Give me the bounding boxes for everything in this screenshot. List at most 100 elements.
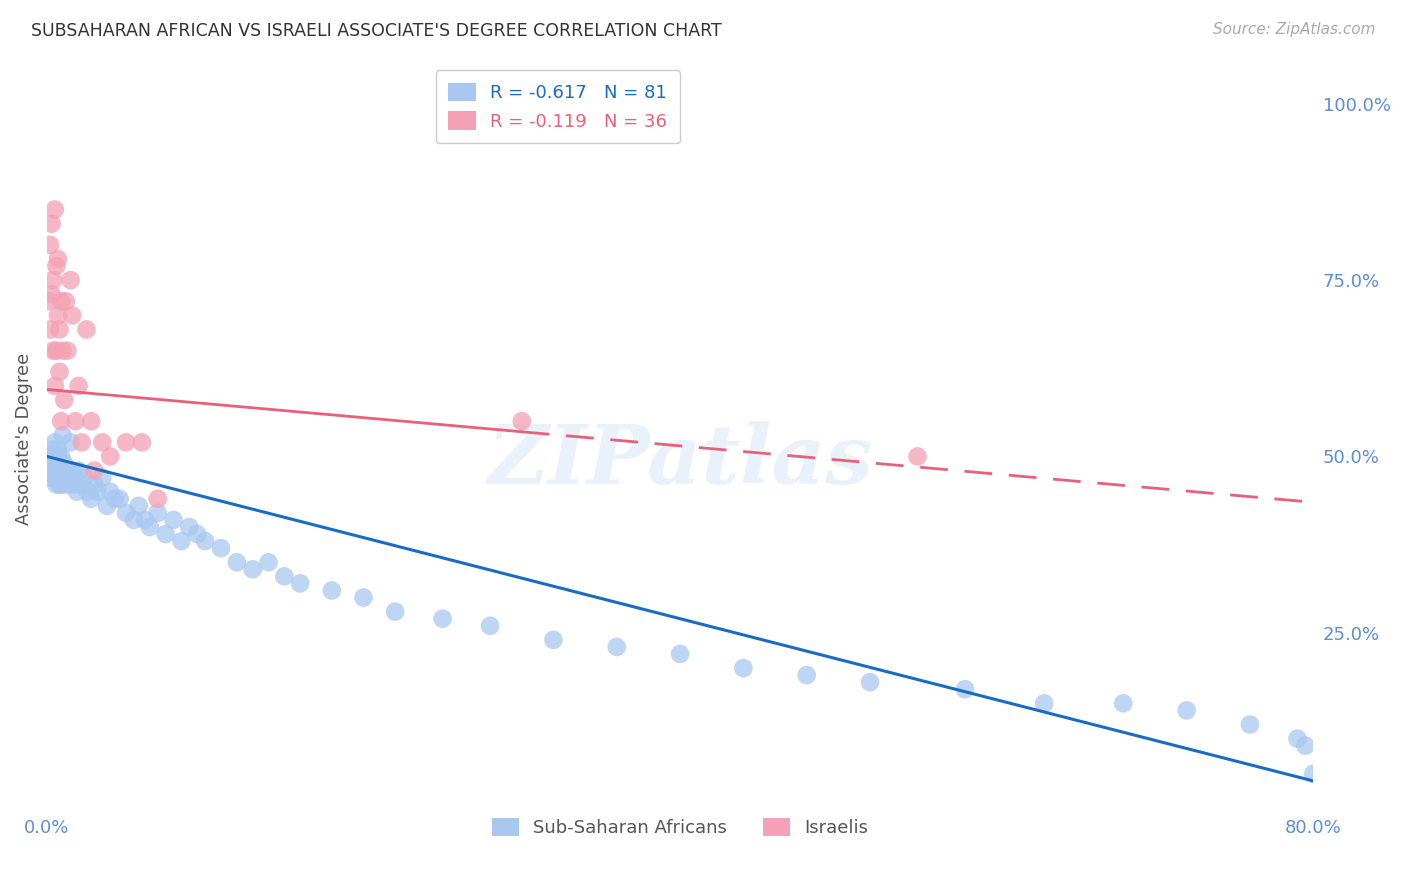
Point	[75, 322, 97, 336]
Point	[273, 569, 295, 583]
Point	[733, 661, 755, 675]
Point	[1239, 717, 1261, 731]
Point	[55, 464, 77, 478]
Point	[44, 470, 66, 484]
Point	[39, 238, 62, 252]
Point	[67, 379, 90, 393]
Point	[139, 520, 162, 534]
Point	[91, 470, 114, 484]
Point	[1302, 767, 1324, 781]
Point	[48, 477, 70, 491]
Point	[39, 322, 62, 336]
Point	[39, 470, 62, 484]
Point	[62, 470, 84, 484]
Point	[321, 583, 343, 598]
Point	[37, 294, 59, 309]
Point	[59, 435, 82, 450]
Point	[70, 477, 93, 491]
Y-axis label: Associate's Degree: Associate's Degree	[15, 352, 32, 525]
Point	[42, 464, 65, 478]
Point	[179, 520, 201, 534]
Point	[122, 513, 145, 527]
Point	[146, 506, 169, 520]
Point	[56, 343, 79, 358]
Point	[115, 506, 138, 520]
Point	[41, 287, 63, 301]
Point	[45, 464, 67, 478]
Point	[77, 484, 100, 499]
Point	[131, 435, 153, 450]
Point	[1112, 696, 1135, 710]
Point	[48, 322, 70, 336]
Point	[1286, 731, 1309, 746]
Point	[225, 555, 247, 569]
Legend: Sub-Saharan Africans, Israelis: Sub-Saharan Africans, Israelis	[484, 811, 876, 845]
Point	[606, 640, 628, 654]
Point	[55, 294, 77, 309]
Point	[288, 576, 311, 591]
Point	[41, 217, 63, 231]
Point	[543, 632, 565, 647]
Point	[108, 491, 131, 506]
Point	[37, 450, 59, 464]
Point	[98, 450, 121, 464]
Point	[45, 343, 67, 358]
Point	[65, 414, 87, 428]
Point	[49, 470, 72, 484]
Point	[953, 682, 976, 697]
Point	[41, 457, 63, 471]
Point	[115, 435, 138, 450]
Point	[44, 379, 66, 393]
Point	[46, 457, 69, 471]
Point	[65, 477, 87, 491]
Point	[53, 457, 76, 471]
Point	[46, 450, 69, 464]
Point	[46, 252, 69, 266]
Point	[42, 343, 65, 358]
Point	[46, 442, 69, 457]
Point	[48, 464, 70, 478]
Point	[59, 273, 82, 287]
Point	[80, 491, 103, 506]
Point	[58, 477, 80, 491]
Text: SUBSAHARAN AFRICAN VS ISRAELI ASSOCIATE'S DEGREE CORRELATION CHART: SUBSAHARAN AFRICAN VS ISRAELI ASSOCIATE'…	[31, 22, 721, 40]
Point	[134, 513, 156, 527]
Point	[42, 273, 65, 287]
Point	[96, 499, 118, 513]
Point	[44, 457, 66, 471]
Point	[86, 484, 108, 499]
Point	[41, 442, 63, 457]
Point	[209, 541, 232, 556]
Point	[162, 513, 184, 527]
Point	[186, 527, 208, 541]
Point	[104, 491, 127, 506]
Point	[146, 491, 169, 506]
Point	[60, 464, 83, 478]
Point	[80, 414, 103, 428]
Point	[48, 365, 70, 379]
Point	[45, 450, 67, 464]
Point	[49, 414, 72, 428]
Point	[45, 477, 67, 491]
Point	[170, 534, 193, 549]
Point	[155, 527, 177, 541]
Point	[83, 464, 105, 478]
Point	[242, 562, 264, 576]
Point	[56, 470, 79, 484]
Point	[44, 435, 66, 450]
Point	[60, 309, 83, 323]
Point	[52, 428, 75, 442]
Point	[67, 464, 90, 478]
Point	[384, 605, 406, 619]
Point	[83, 477, 105, 491]
Point	[859, 675, 882, 690]
Point	[42, 450, 65, 464]
Point	[53, 392, 76, 407]
Point	[91, 435, 114, 450]
Point	[669, 647, 692, 661]
Point	[1294, 739, 1316, 753]
Point	[194, 534, 217, 549]
Point	[45, 259, 67, 273]
Point	[128, 499, 150, 513]
Point	[479, 619, 502, 633]
